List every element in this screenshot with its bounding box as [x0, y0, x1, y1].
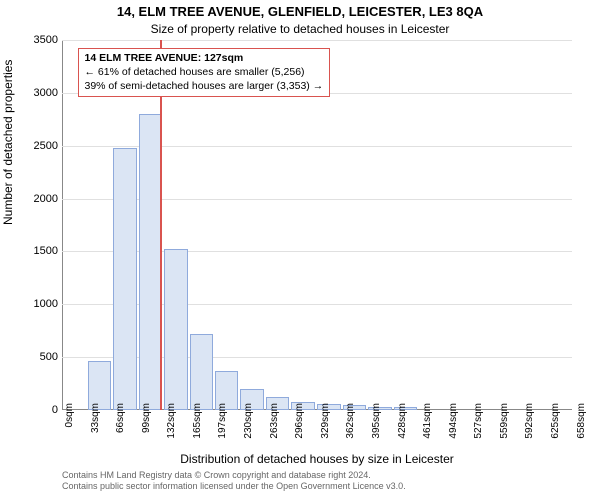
y-axis-line	[62, 40, 63, 410]
y-tick-label: 3500	[34, 34, 58, 46]
x-tick-label: 263sqm	[269, 403, 280, 439]
attribution-line2: Contains public sector information licen…	[62, 481, 572, 492]
x-tick-label: 230sqm	[243, 403, 254, 439]
histogram-bar	[139, 114, 163, 410]
info-line-larger: 39% of semi-detached houses are larger (…	[85, 80, 324, 94]
attribution: Contains HM Land Registry data © Crown c…	[62, 470, 572, 493]
chart-figure: 14, ELM TREE AVENUE, GLENFIELD, LEICESTE…	[0, 0, 600, 500]
x-tick-label: 592sqm	[524, 403, 535, 439]
y-tick-label: 0	[52, 404, 58, 416]
y-tick-label: 1000	[34, 298, 58, 310]
x-tick-label: 132sqm	[166, 403, 177, 439]
info-box: 14 ELM TREE AVENUE: 127sqm← 61% of detac…	[78, 48, 331, 97]
x-tick-label: 395sqm	[371, 403, 382, 439]
x-tick-label: 658sqm	[576, 403, 587, 439]
subtitle: Size of property relative to detached ho…	[0, 22, 600, 36]
x-tick-label: 296sqm	[294, 403, 305, 439]
histogram-bar	[190, 334, 214, 410]
x-tick-label: 527sqm	[473, 403, 484, 439]
x-tick-label: 99sqm	[141, 403, 152, 433]
y-tick-label: 2000	[34, 193, 58, 205]
gridline	[62, 40, 572, 41]
y-axis-label: Number of detached properties	[1, 60, 15, 225]
address-title: 14, ELM TREE AVENUE, GLENFIELD, LEICESTE…	[0, 4, 600, 19]
x-axis-label: Distribution of detached houses by size …	[62, 452, 572, 466]
x-tick-label: 494sqm	[448, 403, 459, 439]
x-tick-label: 559sqm	[499, 403, 510, 439]
x-tick-label: 362sqm	[345, 403, 356, 439]
x-tick-label: 461sqm	[422, 403, 433, 439]
y-tick-label: 3000	[34, 87, 58, 99]
x-tick-label: 0sqm	[64, 403, 75, 427]
plot-area: 05001000150020002500300035000sqm33sqm66s…	[62, 40, 572, 410]
info-line-smaller: ← 61% of detached houses are smaller (5,…	[85, 66, 324, 80]
info-line-property: 14 ELM TREE AVENUE: 127sqm	[85, 52, 324, 66]
x-tick-label: 625sqm	[550, 403, 561, 439]
x-tick-label: 33sqm	[90, 403, 101, 433]
histogram-bar	[113, 148, 137, 410]
x-tick-label: 197sqm	[217, 403, 228, 439]
x-tick-label: 329sqm	[320, 403, 331, 439]
y-tick-label: 2500	[34, 140, 58, 152]
y-tick-label: 500	[40, 351, 58, 363]
x-tick-label: 428sqm	[397, 403, 408, 439]
x-tick-label: 165sqm	[192, 403, 203, 439]
attribution-line1: Contains HM Land Registry data © Crown c…	[62, 470, 572, 481]
histogram-bar	[164, 249, 188, 410]
y-tick-label: 1500	[34, 245, 58, 257]
x-tick-label: 66sqm	[115, 403, 126, 433]
